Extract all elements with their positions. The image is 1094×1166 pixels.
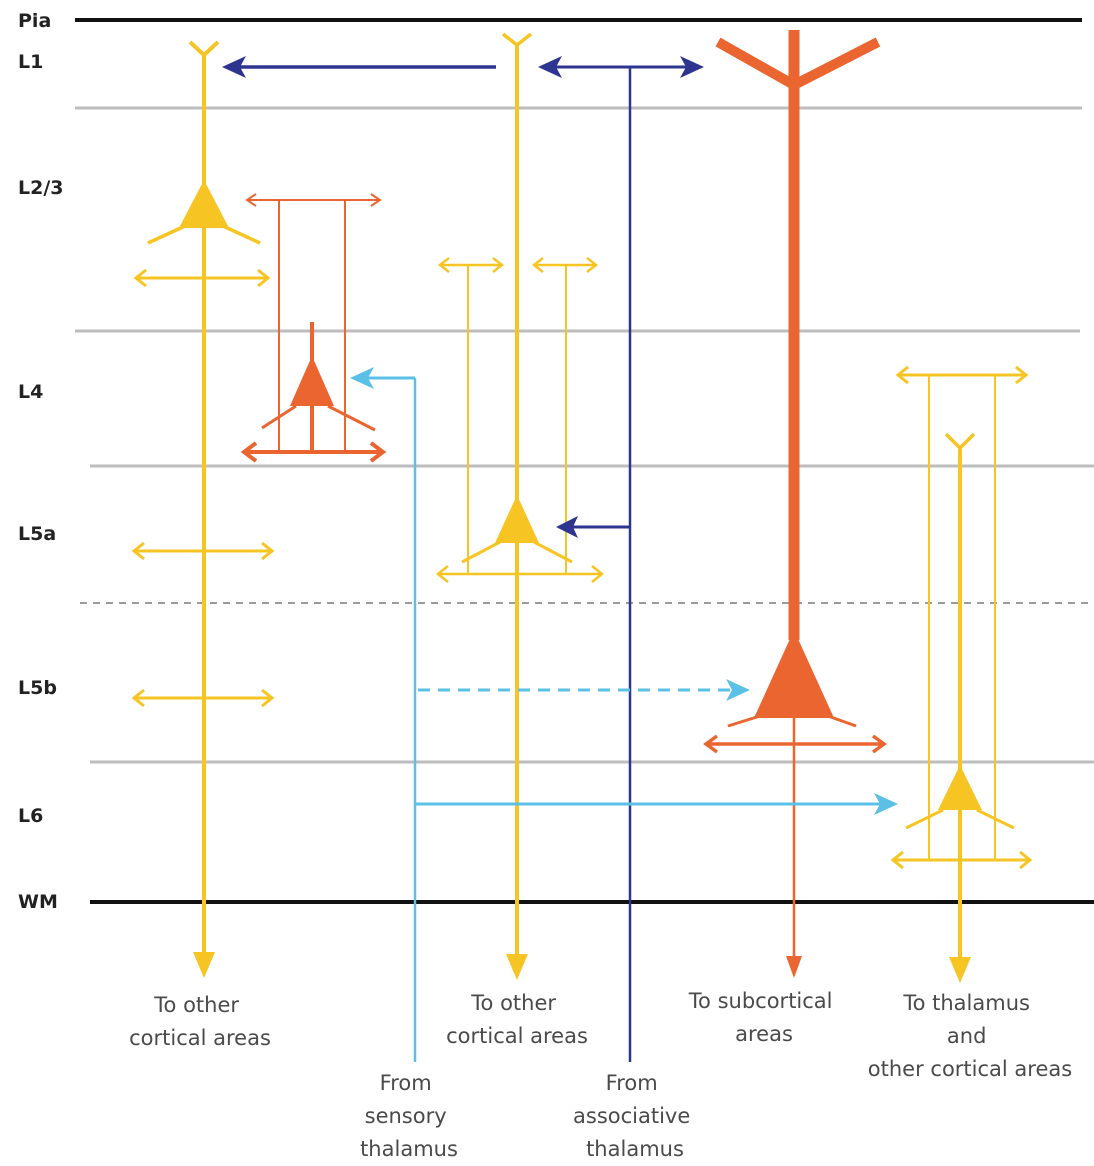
- l23-local-axon-arrow: [133, 268, 271, 288]
- caption-assoc-in: From associative thalamus: [573, 1071, 697, 1161]
- arrowhead-left: [556, 516, 578, 538]
- l4-neuron: [240, 193, 387, 463]
- layer-boundaries: [75, 18, 1094, 904]
- l6-soma-icon: [938, 765, 982, 810]
- l5a-upper-left-axon-arrow: [437, 257, 505, 273]
- arrowhead-right: [726, 679, 750, 701]
- l5b-soma-icon: [754, 630, 834, 718]
- arrowhead-left: [538, 56, 562, 78]
- layer-label-l23: L2/3: [18, 177, 64, 199]
- caption-mid-out: To other cortical areas: [446, 991, 588, 1048]
- l4-lower-axon-arrow: [240, 441, 387, 463]
- layer-label-l4: L4: [18, 381, 43, 403]
- layer-label-l5b: L5b: [18, 677, 57, 699]
- l5a-lower-axon-arrow: [435, 565, 605, 583]
- layer-label-pia: Pia: [18, 10, 51, 32]
- layer-label-wm: WM: [18, 891, 58, 913]
- captions: To other cortical areas To other cortica…: [129, 989, 1072, 1161]
- l5b-pyramidal-neuron: [703, 30, 887, 978]
- l5a-pyramidal-neuron: [435, 32, 605, 980]
- caption-thalamus-out: To thalamus and other cortical areas: [868, 991, 1072, 1081]
- l5a-soma-icon: [495, 495, 539, 543]
- l23-pyramidal-neuron: [131, 40, 275, 978]
- caption-left-out: To other cortical areas: [129, 993, 271, 1050]
- arrowhead-left: [222, 56, 246, 78]
- caption-subcortical-out: To subcortical areas: [688, 989, 839, 1046]
- l23-soma-icon: [179, 180, 229, 228]
- l4-upper-axon-arrow: [245, 193, 382, 207]
- l6-lower-axon-arrow: [890, 850, 1033, 870]
- arrowhead-left: [350, 367, 374, 389]
- l5b-local-axon-arrow: [131, 688, 275, 708]
- layer-label-l5a: L5a: [18, 523, 56, 545]
- arrowhead-right: [874, 793, 898, 815]
- associative-thalamus-input: [222, 56, 704, 1062]
- caption-sensory-in: From sensory thalamus: [360, 1071, 458, 1161]
- arrowhead-down: [949, 957, 971, 983]
- arrowhead-down: [506, 954, 528, 980]
- layer-labels: Pia L1 L2/3 L4 L5a L5b L6 WM: [18, 10, 64, 913]
- l5b-local-axon-arrow: [703, 734, 887, 754]
- layer-label-l1: L1: [18, 51, 43, 73]
- l6-upper-axon-arrow: [895, 365, 1029, 385]
- layer-label-l6: L6: [18, 805, 43, 827]
- l5a-local-axon-arrow: [131, 541, 275, 561]
- l5a-upper-right-axon-arrow: [531, 257, 599, 273]
- arrowhead-down: [786, 956, 802, 978]
- l4-soma-icon: [290, 356, 334, 406]
- l6-pyramidal-neuron: [890, 365, 1033, 983]
- sensory-thalamus-input: [350, 367, 898, 1062]
- arrowhead-down: [193, 952, 215, 978]
- arrowhead-right: [680, 56, 704, 78]
